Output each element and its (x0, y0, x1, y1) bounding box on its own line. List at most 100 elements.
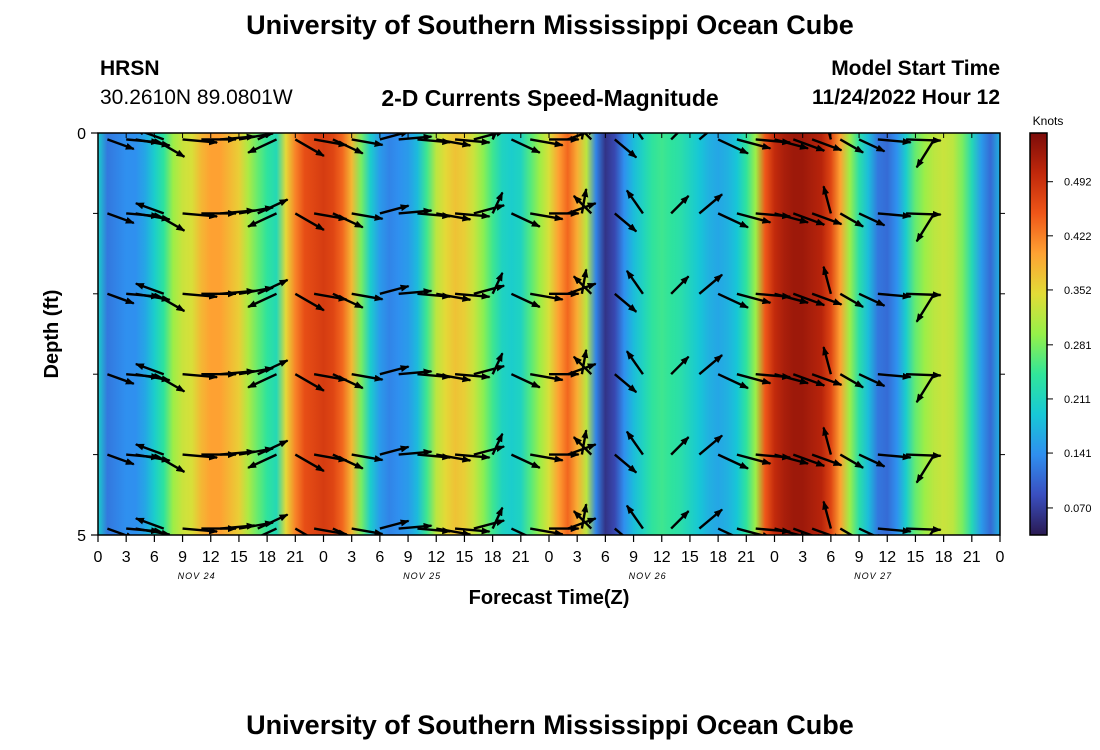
current-vector (294, 212, 325, 231)
current-vector (736, 292, 772, 305)
x-tick-label: 0 (545, 549, 554, 566)
current-vector (877, 372, 912, 380)
current-vector (379, 519, 410, 530)
x-tick-label: 3 (573, 549, 582, 566)
current-vector (839, 212, 864, 228)
current-vector (294, 138, 325, 157)
current-vector (294, 373, 325, 392)
current-vector (454, 453, 491, 461)
current-vector (614, 373, 638, 394)
x-tick-label: 6 (375, 549, 384, 566)
current-vector (294, 292, 325, 312)
x-tick-label: 9 (404, 549, 413, 566)
model-start-label: Model Start Time (831, 57, 1000, 80)
current-vector (530, 292, 564, 302)
current-vector (153, 138, 186, 158)
current-vector (257, 359, 289, 376)
x-tick-label: 3 (347, 549, 356, 566)
current-vector (332, 373, 364, 390)
current-vector (698, 273, 723, 295)
current-vector (811, 212, 843, 226)
current-vector (332, 212, 364, 229)
day-label: NOV 24 (178, 571, 216, 581)
current-vector (153, 373, 186, 393)
x-tick-label: 12 (878, 549, 896, 566)
x-tick-label: 6 (601, 549, 610, 566)
current-vector (625, 504, 644, 530)
colorbar-tick-label: 0.492 (1064, 177, 1092, 189)
current-vector (510, 527, 529, 535)
current-vector (580, 429, 589, 455)
day-label: NOV 26 (629, 571, 667, 581)
x-tick-label: 15 (907, 549, 925, 566)
current-vector (134, 133, 165, 141)
x-tick-label: 21 (737, 549, 755, 566)
current-vector (792, 373, 826, 387)
current-vector (454, 373, 491, 380)
current-vector (454, 138, 491, 146)
current-vector (774, 292, 809, 305)
x-tick-label: 18 (258, 549, 276, 566)
x-tick-label: 21 (963, 549, 981, 566)
current-vector (915, 453, 936, 484)
current-vector (698, 133, 709, 141)
current-vector (717, 373, 749, 390)
current-vector (811, 292, 843, 306)
current-vector (858, 212, 886, 227)
day-label: NOV 27 (854, 571, 892, 581)
current-vector (351, 527, 384, 535)
current-vector (822, 265, 833, 295)
current-vector (436, 453, 472, 463)
x-tick-label: 21 (512, 549, 530, 566)
current-vector (698, 193, 723, 215)
current-vector (351, 292, 384, 302)
current-vector (839, 292, 864, 309)
current-vector (736, 527, 772, 535)
current-vector (613, 138, 638, 159)
current-vector (774, 138, 809, 150)
current-vector (717, 292, 749, 309)
current-vector (839, 527, 864, 535)
current-vector (580, 188, 589, 214)
current-vector (530, 212, 564, 222)
current-vectors (106, 133, 942, 535)
current-vector (583, 133, 593, 141)
current-vector (774, 373, 809, 385)
current-vector (436, 212, 472, 222)
colorbar-tick-label: 0.141 (1064, 448, 1092, 460)
current-vector (473, 364, 506, 376)
currents-chart: 0 3 6 9 12 15 18 21 0 3 6 9 12 15 18 21 0 3 6 9 12 15 18 21 0 3 6 9… (41, 114, 1092, 609)
model-start-value: 11/24/2022 Hour 12 (812, 86, 1000, 109)
current-vector (614, 527, 625, 535)
current-vector (614, 212, 638, 233)
current-vector (736, 212, 772, 224)
current-vector (106, 373, 135, 385)
current-vector (736, 453, 772, 465)
current-vector (614, 292, 638, 313)
current-vector (580, 268, 589, 295)
current-vector (774, 527, 809, 535)
x-tick-label: 9 (855, 549, 864, 566)
current-vector (106, 453, 135, 466)
x-tick-label: 0 (996, 549, 1005, 566)
current-vector (858, 138, 886, 153)
current-vector (811, 527, 843, 535)
current-vector (454, 527, 491, 535)
current-vector (436, 292, 472, 302)
x-axis: 0 3 6 9 12 15 18 21 0 3 6 9 12 15 18 21 0 3 6 9 12 15 18 21 0 3 6 9… (94, 133, 1005, 581)
current-vector (379, 284, 410, 295)
current-vector (792, 292, 826, 307)
current-vector (106, 527, 135, 535)
current-vector (580, 503, 589, 529)
x-tick-label: 18 (935, 549, 953, 566)
current-vector (774, 212, 809, 224)
x-tick-label: 12 (202, 549, 220, 566)
current-vector (839, 138, 864, 154)
current-vector (153, 527, 168, 535)
current-vector (491, 506, 504, 530)
current-vector (294, 453, 325, 473)
current-vector (822, 185, 833, 214)
page-title: University of Southern Mississippi Ocean… (246, 10, 854, 40)
x-tick-label: 9 (178, 549, 187, 566)
current-vector (530, 373, 564, 382)
